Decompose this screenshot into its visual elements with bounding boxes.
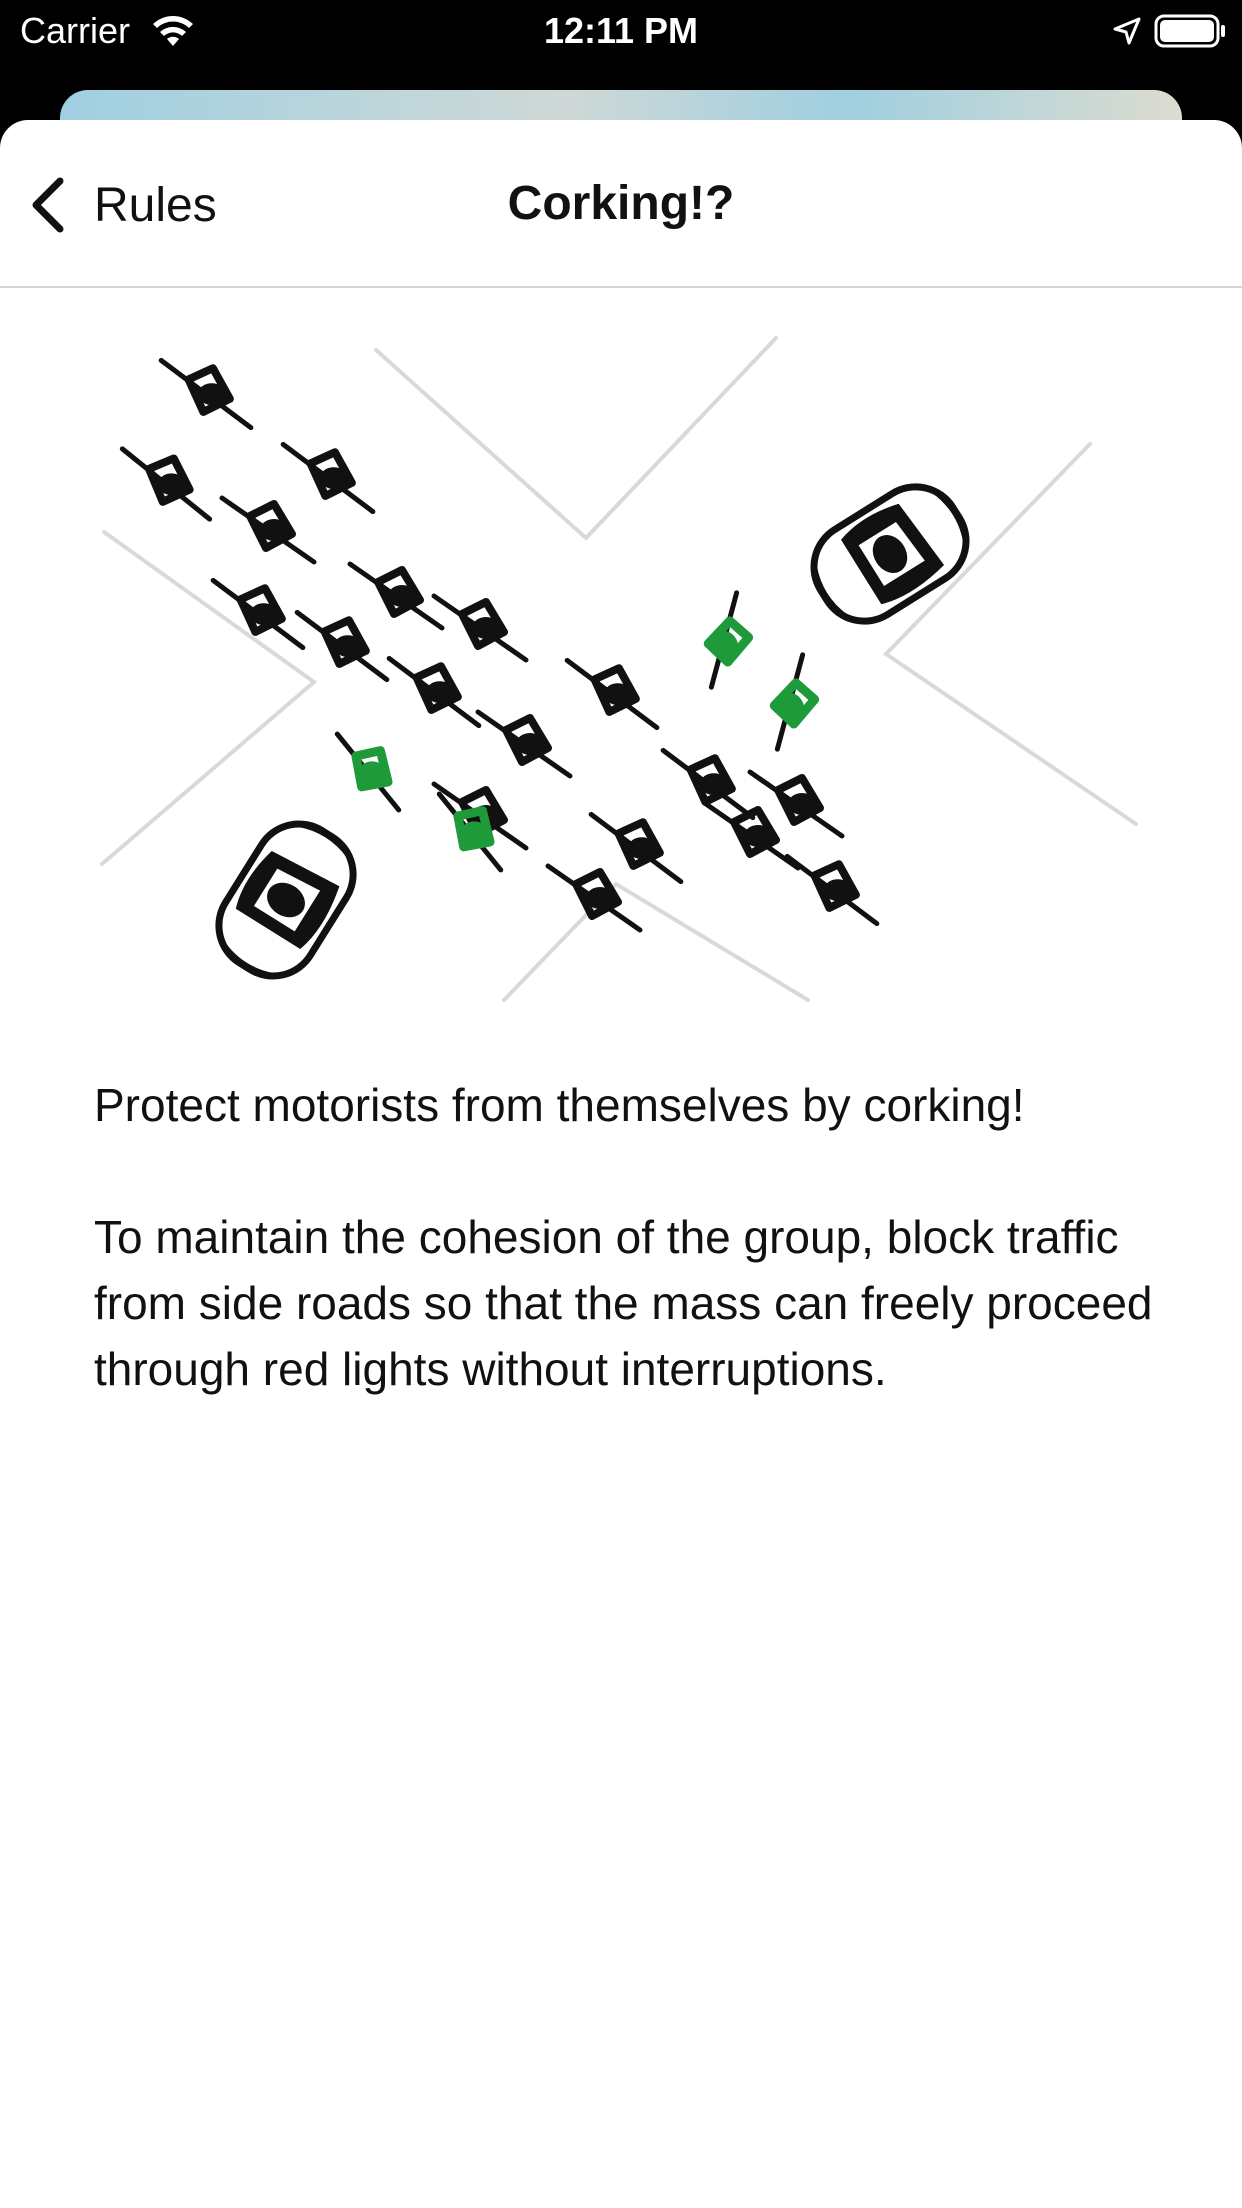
modal-sheet: Rules Corking!? bbox=[0, 120, 1242, 2208]
carrier-label: Carrier bbox=[20, 10, 131, 51]
corking-intersection-illustration bbox=[100, 336, 1138, 1002]
rule-description: Protect motorists from themselves by cor… bbox=[94, 1072, 1174, 1402]
back-button[interactable]: Rules bbox=[28, 170, 217, 240]
status-bar: Carrier 12:11 PM bbox=[0, 0, 1242, 62]
chevron-left-icon bbox=[32, 177, 64, 233]
clock: 12:11 PM bbox=[543, 10, 699, 51]
wifi-icon bbox=[153, 16, 193, 46]
navigation-bar: Rules Corking!? bbox=[0, 120, 1242, 288]
location-arrow-icon bbox=[1113, 17, 1141, 45]
page-title: Corking!? bbox=[507, 177, 735, 230]
battery-full-icon bbox=[1154, 14, 1225, 48]
rule-paragraph: To maintain the cohesion of the group, b… bbox=[94, 1211, 1153, 1395]
back-button-label: Rules bbox=[94, 178, 217, 232]
rule-paragraph: Protect motorists from themselves by cor… bbox=[94, 1079, 1025, 1131]
